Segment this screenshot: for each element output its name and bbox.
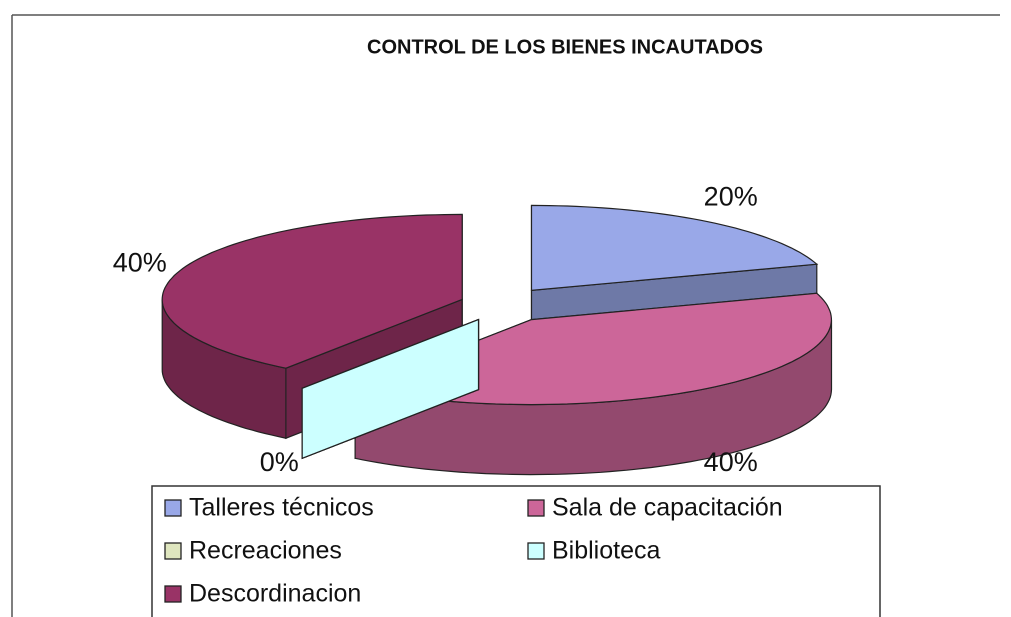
slice-top <box>161 213 463 369</box>
legend-label: Biblioteca <box>552 537 660 565</box>
legend-swatch <box>527 542 545 560</box>
legend-label: Descordinacion <box>189 580 361 608</box>
legend-swatch <box>164 499 182 517</box>
legend-swatch <box>164 585 182 603</box>
data-label: 0% <box>260 447 299 477</box>
slice-side <box>301 318 480 460</box>
data-label: 40% <box>113 247 167 277</box>
slice <box>301 318 480 460</box>
legend-label: Talleres técnicos <box>189 494 374 522</box>
chart-title: CONTROL DE LOS BIENES INCAUTADOS <box>367 36 763 58</box>
legend-swatch <box>527 499 545 517</box>
legend-label: Sala de capacitación <box>552 494 783 522</box>
slice-top <box>530 204 819 292</box>
data-label: 40% <box>704 447 758 477</box>
legend-swatch <box>164 542 182 560</box>
data-label: 20% <box>704 182 758 212</box>
legend-box <box>151 485 881 617</box>
legend-label: Recreaciones <box>189 537 342 565</box>
